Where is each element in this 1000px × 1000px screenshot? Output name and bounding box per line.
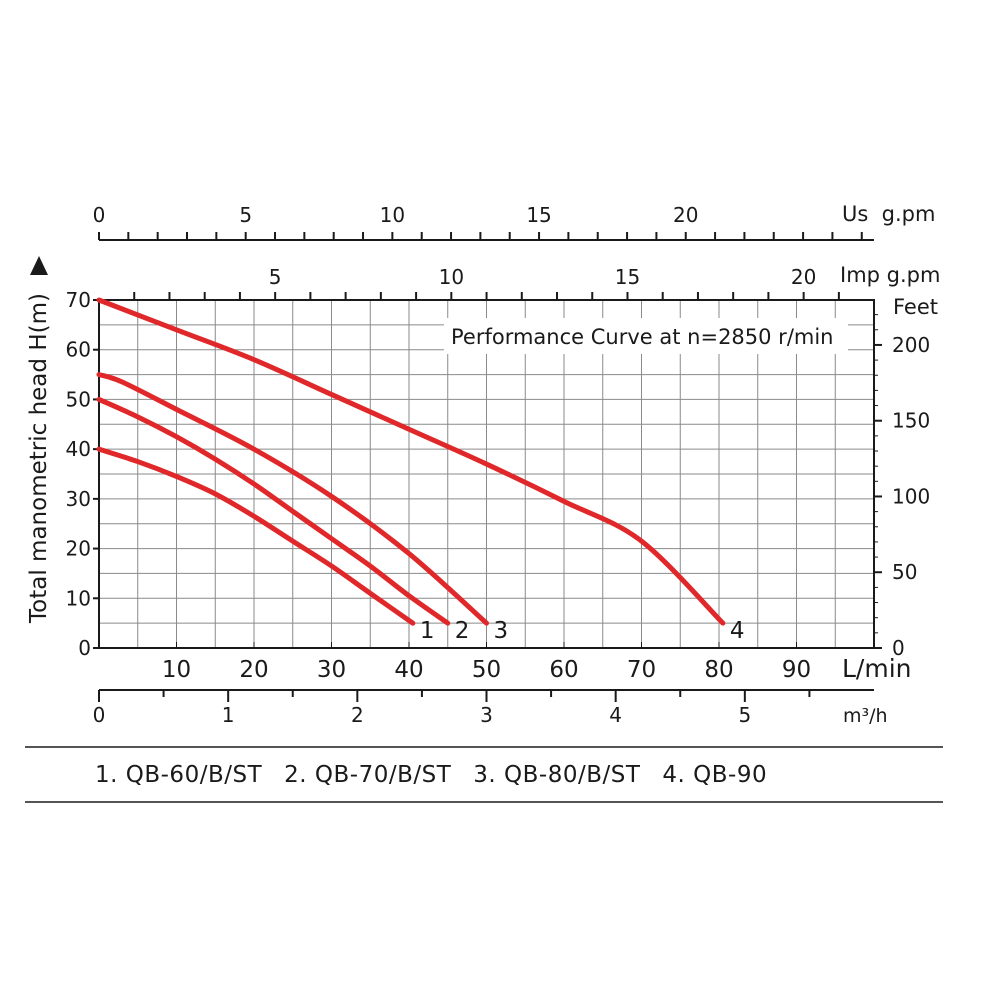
y-tick-label: 10: [66, 586, 91, 610]
us-gpm-tick-label: 0: [93, 203, 106, 227]
m3h-tick-label: 3: [480, 703, 493, 727]
series-label-3: 3: [494, 618, 509, 644]
series-line-3: [96, 372, 489, 626]
m3h-tick-label: 5: [738, 703, 751, 727]
legend: 1. QB-60/B/ST 2. QB-70/B/ST 3. QB-80/B/S…: [25, 746, 943, 803]
legend-item: 4. QB-90: [662, 761, 768, 788]
feet-tick-label: 0: [892, 636, 905, 660]
y-tick-label: 50: [66, 387, 91, 411]
imp-gpm-tick-label: 15: [615, 265, 640, 289]
x-tick-label: 90: [782, 657, 811, 683]
us-gpm-tick-label: 20: [673, 203, 698, 227]
x-tick-label: 20: [239, 657, 268, 683]
x-tick-label: 50: [472, 657, 501, 683]
m3h-tick-label: 4: [609, 703, 622, 727]
imp-gpm-tick-label: 10: [439, 265, 464, 289]
y-tick-label: 70: [66, 288, 91, 312]
m3h-tick-label: 2: [351, 703, 364, 727]
x-tick-label: 10: [162, 657, 191, 683]
series-line-2: [96, 396, 451, 626]
us-gpm-unit: Us g.pm: [842, 202, 935, 226]
feet-unit: Feet: [893, 295, 938, 319]
feet-tick-label: 50: [892, 560, 917, 584]
imp-gpm-tick-label: 5: [269, 265, 282, 289]
x-tick-label: 60: [549, 657, 578, 683]
legend-item: 2. QB-70/B/ST: [284, 761, 452, 788]
us-gpm-tick-label: 15: [526, 203, 551, 227]
y-axis-label: Total manometric head H(m): [26, 293, 52, 624]
series-label-4: 4: [730, 618, 745, 644]
y-tick-label: 20: [66, 537, 91, 561]
x-tick-label: 40: [394, 657, 423, 683]
x-tick-label: 30: [317, 657, 346, 683]
imp-gpm-tick-label: 20: [791, 265, 816, 289]
feet-tick-label: 150: [892, 409, 930, 433]
imp-gpm-unit: Imp g.pm: [840, 263, 940, 287]
feet-tick-label: 100: [892, 484, 930, 508]
series-label-1: 1: [420, 618, 435, 644]
y-tick-label: 60: [66, 338, 91, 362]
lmin-unit: L/min: [842, 654, 912, 683]
us-gpm-tick-label: 5: [239, 203, 252, 227]
y-tick-label: 40: [66, 437, 91, 461]
series-label-2: 2: [455, 618, 470, 644]
legend-item: 3. QB-80/B/ST: [473, 761, 641, 788]
x-tick-label: 70: [627, 657, 656, 683]
y-tick-label: 30: [66, 487, 91, 511]
series-line-1: [96, 446, 416, 626]
title-background: [444, 318, 848, 354]
feet-tick-label: 200: [892, 333, 930, 357]
m3h-tick-label: 0: [93, 703, 106, 727]
y-tick-label: 0: [78, 636, 91, 660]
m3h-tick-label: 1: [222, 703, 235, 727]
chart-title: Performance Curve at n=2850 r/min: [451, 325, 834, 349]
us-gpm-tick-label: 10: [380, 203, 405, 227]
series-line-4: [96, 297, 726, 626]
x-tick-label: 80: [704, 657, 733, 683]
m3h-unit: m³/h: [843, 705, 888, 727]
legend-item: 1. QB-60/B/ST: [95, 761, 263, 788]
y-axis-arrow-icon: [30, 256, 48, 275]
